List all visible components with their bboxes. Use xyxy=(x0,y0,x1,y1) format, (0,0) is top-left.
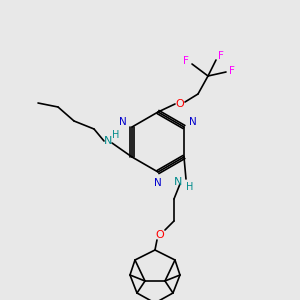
Text: F: F xyxy=(229,66,235,76)
Text: O: O xyxy=(156,230,164,240)
Text: N: N xyxy=(174,177,182,187)
Text: H: H xyxy=(112,130,120,140)
Text: O: O xyxy=(176,99,184,109)
Text: N: N xyxy=(189,117,197,127)
Text: F: F xyxy=(218,51,224,61)
Text: H: H xyxy=(186,182,194,192)
Text: F: F xyxy=(183,56,189,66)
Text: N: N xyxy=(119,117,127,127)
Text: N: N xyxy=(154,178,162,188)
Text: N: N xyxy=(104,136,112,146)
